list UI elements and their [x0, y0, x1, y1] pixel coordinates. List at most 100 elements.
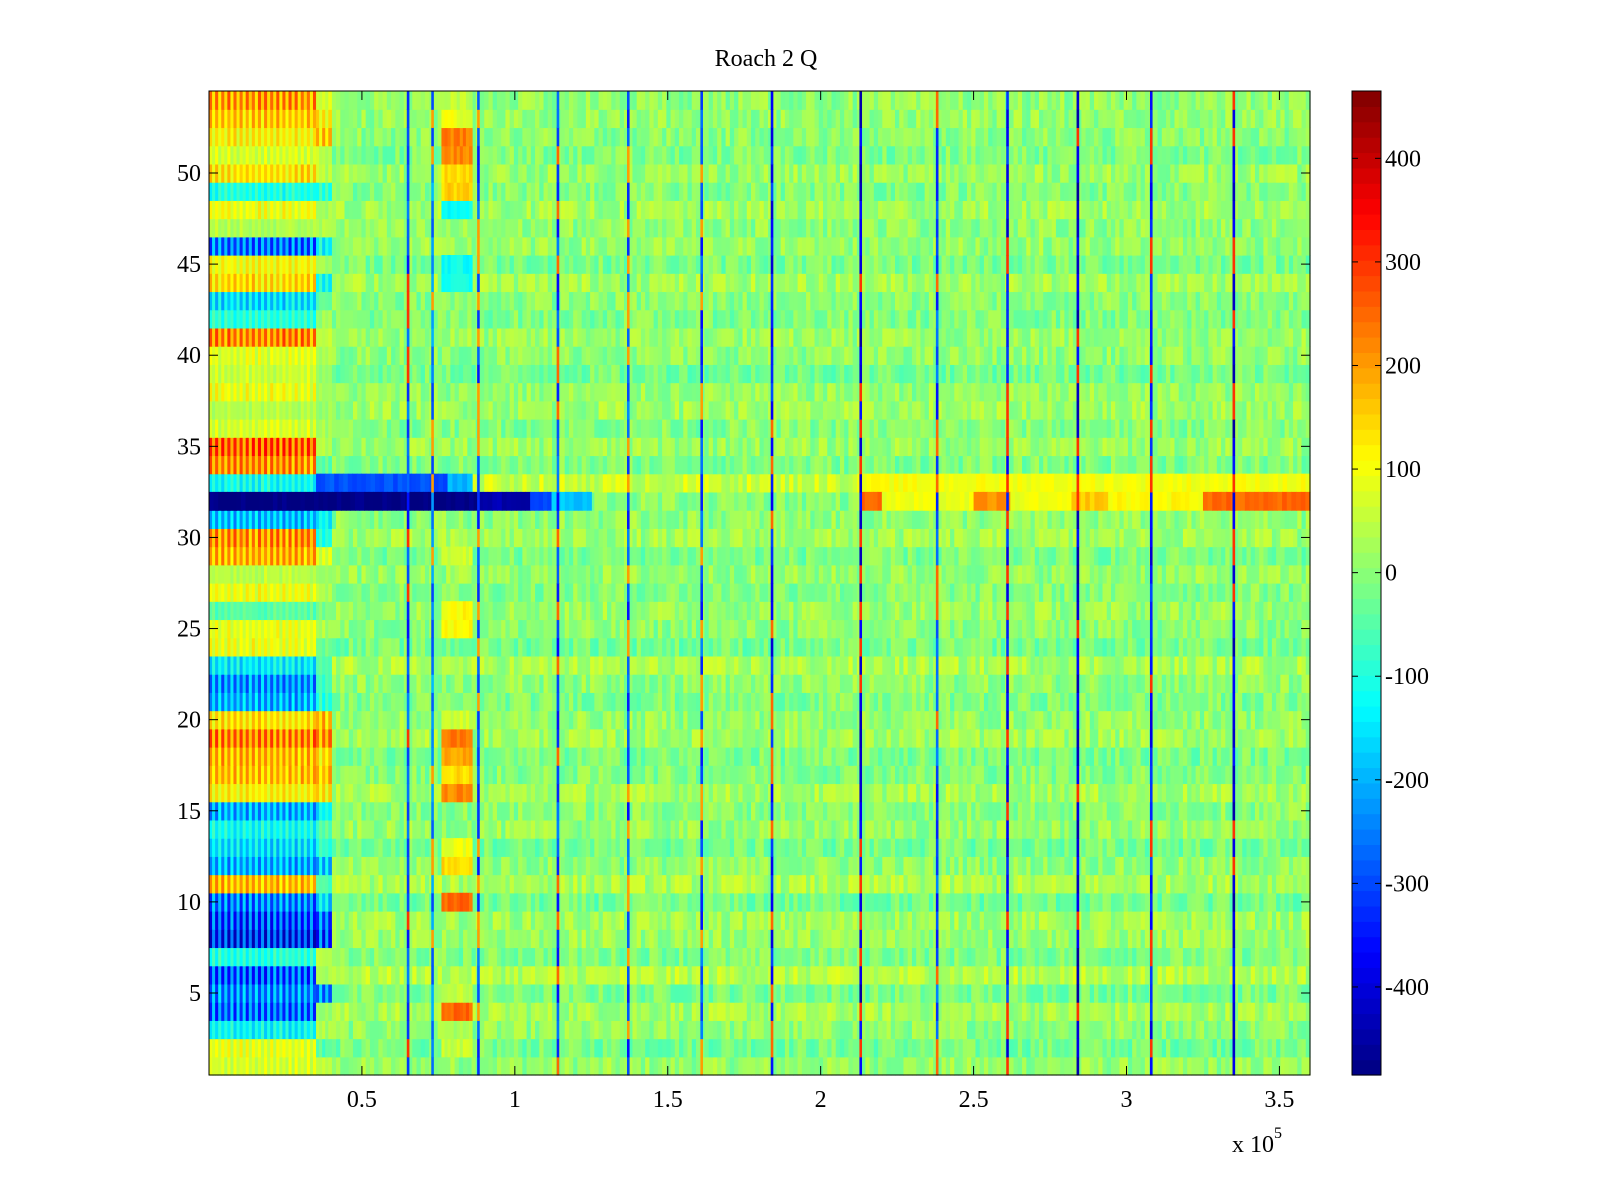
heatmap-cell — [1238, 965, 1243, 985]
heatmap-cell — [801, 892, 807, 912]
heatmap-cell — [501, 1038, 507, 1058]
heatmap-cell — [564, 1020, 570, 1040]
heatmap-cell — [1225, 983, 1231, 1003]
heatmap-cell — [568, 892, 574, 912]
heatmap-cell — [1022, 965, 1027, 985]
heatmap-cell — [522, 1038, 528, 1058]
heatmap-cell — [636, 1056, 642, 1076]
heatmap-cell — [509, 983, 515, 1003]
heatmap-cell — [1191, 1020, 1197, 1040]
heatmap-cell — [1055, 801, 1061, 821]
heatmap-cell — [1267, 874, 1273, 894]
heatmap-cell — [636, 911, 642, 930]
heatmap-cell — [560, 947, 566, 967]
heatmap-cell — [357, 947, 363, 967]
heatmap-cell — [772, 765, 778, 785]
heatmap-cell — [395, 1020, 401, 1040]
heatmap-cell — [391, 929, 396, 949]
heatmap-cell — [793, 965, 799, 985]
heatmap-cell — [1271, 947, 1277, 967]
heatmap-cell — [848, 728, 854, 748]
heatmap-cell — [433, 765, 439, 785]
heatmap-cell — [1233, 1038, 1239, 1058]
heatmap-cell — [1233, 983, 1239, 1003]
heatmap-cell — [640, 728, 646, 748]
heatmap-cell — [463, 911, 468, 930]
heatmap-cell — [1089, 929, 1095, 949]
heatmap-cell — [751, 1002, 756, 1021]
heatmap-cell — [937, 801, 943, 821]
heatmap-cell — [950, 947, 955, 967]
heatmap-cell — [1081, 1002, 1087, 1021]
heatmap-cell — [1212, 983, 1218, 1003]
heatmap-cell — [645, 1002, 650, 1021]
heatmap-cell — [1280, 947, 1286, 967]
heatmap-cell — [958, 1002, 964, 1021]
heatmap-cell — [1055, 747, 1061, 766]
heatmap-cell — [395, 929, 401, 949]
heatmap-cell — [361, 1038, 367, 1058]
heatmap-cell — [1195, 747, 1201, 766]
heatmap-cell — [988, 801, 994, 821]
heatmap-cell — [412, 856, 418, 876]
heatmap-cell — [391, 965, 396, 985]
heatmap-cell — [683, 856, 689, 876]
heatmap-cell — [649, 965, 655, 985]
heatmap-cell — [645, 819, 650, 839]
heatmap-cell — [632, 892, 638, 912]
heatmap-cell — [344, 929, 350, 949]
heatmap-cell — [1229, 965, 1235, 985]
heatmap-cell — [1136, 856, 1142, 876]
heatmap-cell — [759, 965, 765, 985]
heatmap-cell — [408, 765, 413, 785]
heatmap-cell — [505, 965, 511, 985]
heatmap-cell — [1276, 911, 1281, 930]
heatmap-cell — [1132, 1056, 1137, 1076]
heatmap-cell — [581, 1020, 587, 1040]
heatmap-cell — [1242, 911, 1248, 930]
heatmap-cell — [1187, 801, 1193, 821]
heatmap-cell — [784, 838, 790, 857]
heatmap-cell — [649, 728, 655, 748]
heatmap-cell — [784, 801, 790, 821]
heatmap-cell — [535, 929, 540, 949]
heatmap-cell — [1132, 1020, 1137, 1040]
heatmap-cell — [1229, 838, 1235, 857]
heatmap-cell — [886, 783, 892, 803]
heatmap-cell — [1068, 783, 1074, 803]
heatmap-cell — [378, 947, 384, 967]
heatmap-cell — [564, 819, 570, 839]
heatmap-cell — [386, 801, 392, 821]
heatmap-cell — [814, 892, 820, 912]
heatmap-cell — [552, 838, 557, 857]
heatmap-cell — [611, 947, 617, 967]
heatmap-cell — [670, 1020, 676, 1040]
heatmap-cell — [636, 838, 642, 857]
heatmap-cell — [1153, 892, 1159, 912]
heatmap-cell — [573, 1002, 579, 1021]
heatmap-cell — [662, 983, 667, 1003]
heatmap-cell — [725, 983, 731, 1003]
heatmap-cell — [522, 856, 528, 876]
heatmap-cell — [344, 947, 350, 967]
heatmap-cell — [861, 911, 866, 930]
heatmap-cell — [776, 765, 782, 785]
heatmap-cell — [988, 911, 994, 930]
heatmap-cell — [607, 801, 612, 821]
heatmap-cell — [547, 819, 553, 839]
heatmap-cell — [1051, 801, 1057, 821]
heatmap-cell — [492, 765, 498, 785]
heatmap-cell — [437, 892, 443, 912]
heatmap-cell — [865, 892, 871, 912]
heatmap-cell — [928, 965, 934, 985]
heatmap-cell — [1127, 1038, 1133, 1058]
heatmap-cell — [645, 765, 650, 785]
heatmap-cell — [1085, 747, 1091, 766]
heatmap-cell — [501, 765, 507, 785]
heatmap-cell — [712, 965, 718, 985]
heatmap-cell — [471, 1020, 477, 1040]
heatmap-cell — [403, 911, 409, 930]
heatmap-cell — [336, 929, 341, 949]
heatmap-cell — [924, 765, 930, 785]
heatmap-cell — [573, 728, 579, 748]
